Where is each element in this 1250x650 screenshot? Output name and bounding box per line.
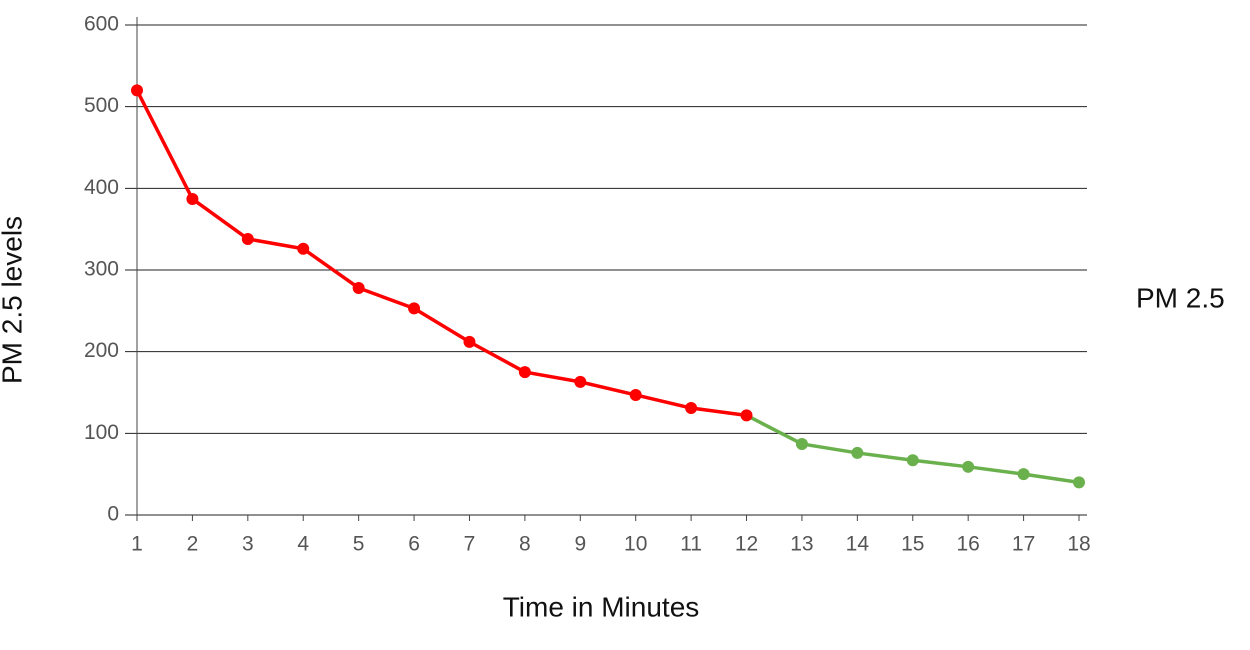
x-tick-label: 8 <box>519 533 531 556</box>
data-point <box>131 84 143 97</box>
line-segment <box>744 413 804 446</box>
y-tick-label: 0 <box>107 503 119 526</box>
data-point <box>186 192 199 205</box>
data-point <box>518 366 531 379</box>
data-point <box>851 446 864 459</box>
line-segment <box>246 237 305 251</box>
x-tick-label: 10 <box>624 533 647 556</box>
data-point <box>629 388 642 401</box>
x-tick-label: 9 <box>574 533 586 556</box>
line-segment <box>966 465 1026 476</box>
x-tick-label: 11 <box>680 533 702 556</box>
y-tick-label: 400 <box>84 176 119 199</box>
data-point <box>352 281 365 294</box>
line-segment <box>412 306 472 344</box>
data-point <box>795 437 808 450</box>
x-tick-label: 17 <box>1012 533 1035 556</box>
data-point <box>1073 476 1085 489</box>
data-point <box>740 409 753 422</box>
line-segment <box>523 370 583 384</box>
legend-label: PM 2.5 <box>1136 282 1225 313</box>
data-point <box>1017 468 1030 481</box>
x-axis-title: Time in Minutes <box>503 591 700 622</box>
data-point <box>906 454 919 467</box>
x-tick-label: 7 <box>464 533 476 556</box>
data-point <box>463 335 476 348</box>
x-tick-label: 16 <box>956 533 979 556</box>
line-segment <box>1021 472 1081 485</box>
line-segment <box>356 286 416 311</box>
data-point <box>408 302 421 315</box>
line-segment <box>855 451 915 463</box>
data-point <box>962 460 975 473</box>
x-tick-label: 13 <box>790 533 813 556</box>
data-point <box>574 375 587 388</box>
x-tick-label: 15 <box>901 533 924 556</box>
x-tick-label: 1 <box>131 533 143 556</box>
data-point <box>297 242 310 255</box>
line-segment <box>633 393 693 410</box>
line-segment <box>578 380 638 397</box>
line-segment <box>800 442 860 455</box>
x-tick-label: 6 <box>408 533 420 556</box>
line-segment <box>689 406 749 418</box>
y-tick-label: 300 <box>84 258 119 281</box>
y-axis-title: PM 2.5 levels <box>0 216 27 384</box>
line-segment <box>301 247 361 290</box>
data-point <box>685 402 698 415</box>
line-segment <box>135 88 195 201</box>
line-segment <box>467 340 527 374</box>
y-tick-label: 200 <box>84 339 119 362</box>
line-segment <box>911 458 970 469</box>
data-point <box>241 232 254 245</box>
x-tick-label: 12 <box>735 533 758 556</box>
y-tick-label: 100 <box>84 421 119 444</box>
x-tick-label: 18 <box>1067 533 1090 556</box>
x-tick-label: 4 <box>297 533 309 556</box>
y-tick-label: 500 <box>84 94 119 117</box>
y-tick-label: 600 <box>84 13 119 36</box>
x-tick-label: 5 <box>353 533 365 556</box>
line-segment <box>190 197 250 241</box>
x-tick-label: 14 <box>846 533 870 556</box>
x-tick-label: 2 <box>187 533 199 556</box>
x-tick-label: 3 <box>242 533 254 556</box>
